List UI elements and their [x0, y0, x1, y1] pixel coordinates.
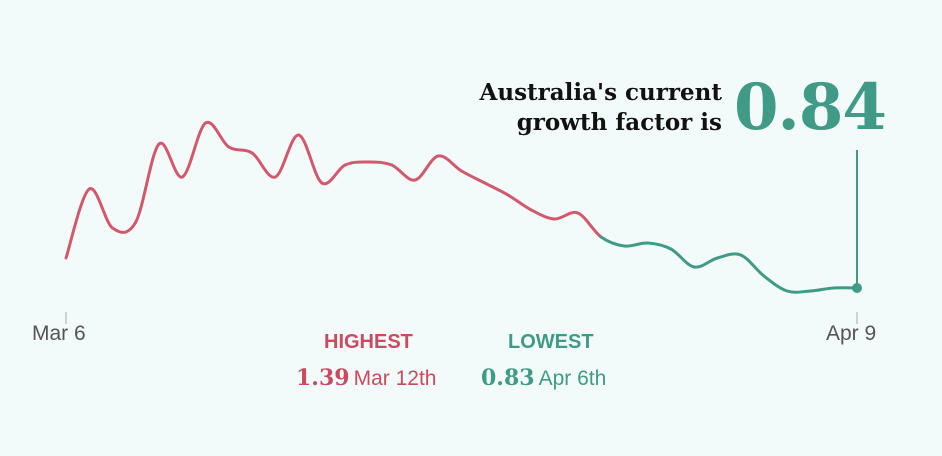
line-segment	[273, 133, 301, 179]
line-segment	[622, 241, 650, 248]
highest-stat: 1.39 Mar 12th	[296, 365, 436, 391]
line-segment	[87, 187, 115, 230]
highest-date: Mar 12th	[353, 367, 437, 390]
highest-label: HIGHEST	[324, 331, 413, 353]
line-segment	[785, 289, 812, 294]
x-tick-label-start: Mar 6	[32, 322, 86, 345]
line-segment	[762, 274, 789, 293]
lowest-date: Apr 6th	[538, 367, 607, 390]
line-segment	[483, 181, 510, 197]
line-segment	[808, 286, 836, 293]
line-segment	[529, 208, 557, 221]
lowest-label: LOWEST	[508, 331, 594, 353]
x-tick-label-end: Apr 9	[826, 322, 877, 345]
line-segment	[157, 141, 184, 179]
line-segment	[180, 121, 208, 179]
line-segment	[460, 169, 487, 185]
line-segment	[250, 151, 277, 179]
line-segment	[227, 145, 254, 155]
current-value-dot	[852, 283, 862, 293]
callout-line-2: growth factor is	[516, 109, 722, 136]
line-segment	[669, 247, 696, 269]
line-segment	[320, 163, 347, 186]
line-segment	[111, 220, 138, 234]
lowest-value: 0.83	[481, 365, 535, 391]
highest-value: 1.39	[296, 365, 350, 391]
line-segment	[413, 154, 440, 182]
line-segment	[553, 210, 580, 221]
callout-line-1: Australia's current	[479, 79, 722, 106]
lowest-stat: 0.83 Apr 6th	[481, 365, 606, 391]
line-segment	[506, 193, 533, 212]
line-segment	[715, 252, 743, 260]
line-segment	[390, 163, 417, 182]
current-growth-factor-value: 0.84	[734, 70, 887, 145]
line-segment	[599, 235, 626, 248]
line-segment	[692, 256, 719, 269]
line-segment	[343, 160, 370, 167]
line-segment	[576, 211, 603, 239]
line-segment	[297, 133, 324, 185]
line-segment	[204, 120, 231, 149]
line-segment	[436, 154, 463, 173]
line-segment	[739, 253, 766, 278]
callout-text: Australia's current growth factor is	[470, 78, 722, 138]
line-segment	[646, 241, 673, 251]
line-segment	[64, 187, 91, 260]
line-segment	[366, 160, 394, 167]
line-segment	[134, 142, 161, 224]
